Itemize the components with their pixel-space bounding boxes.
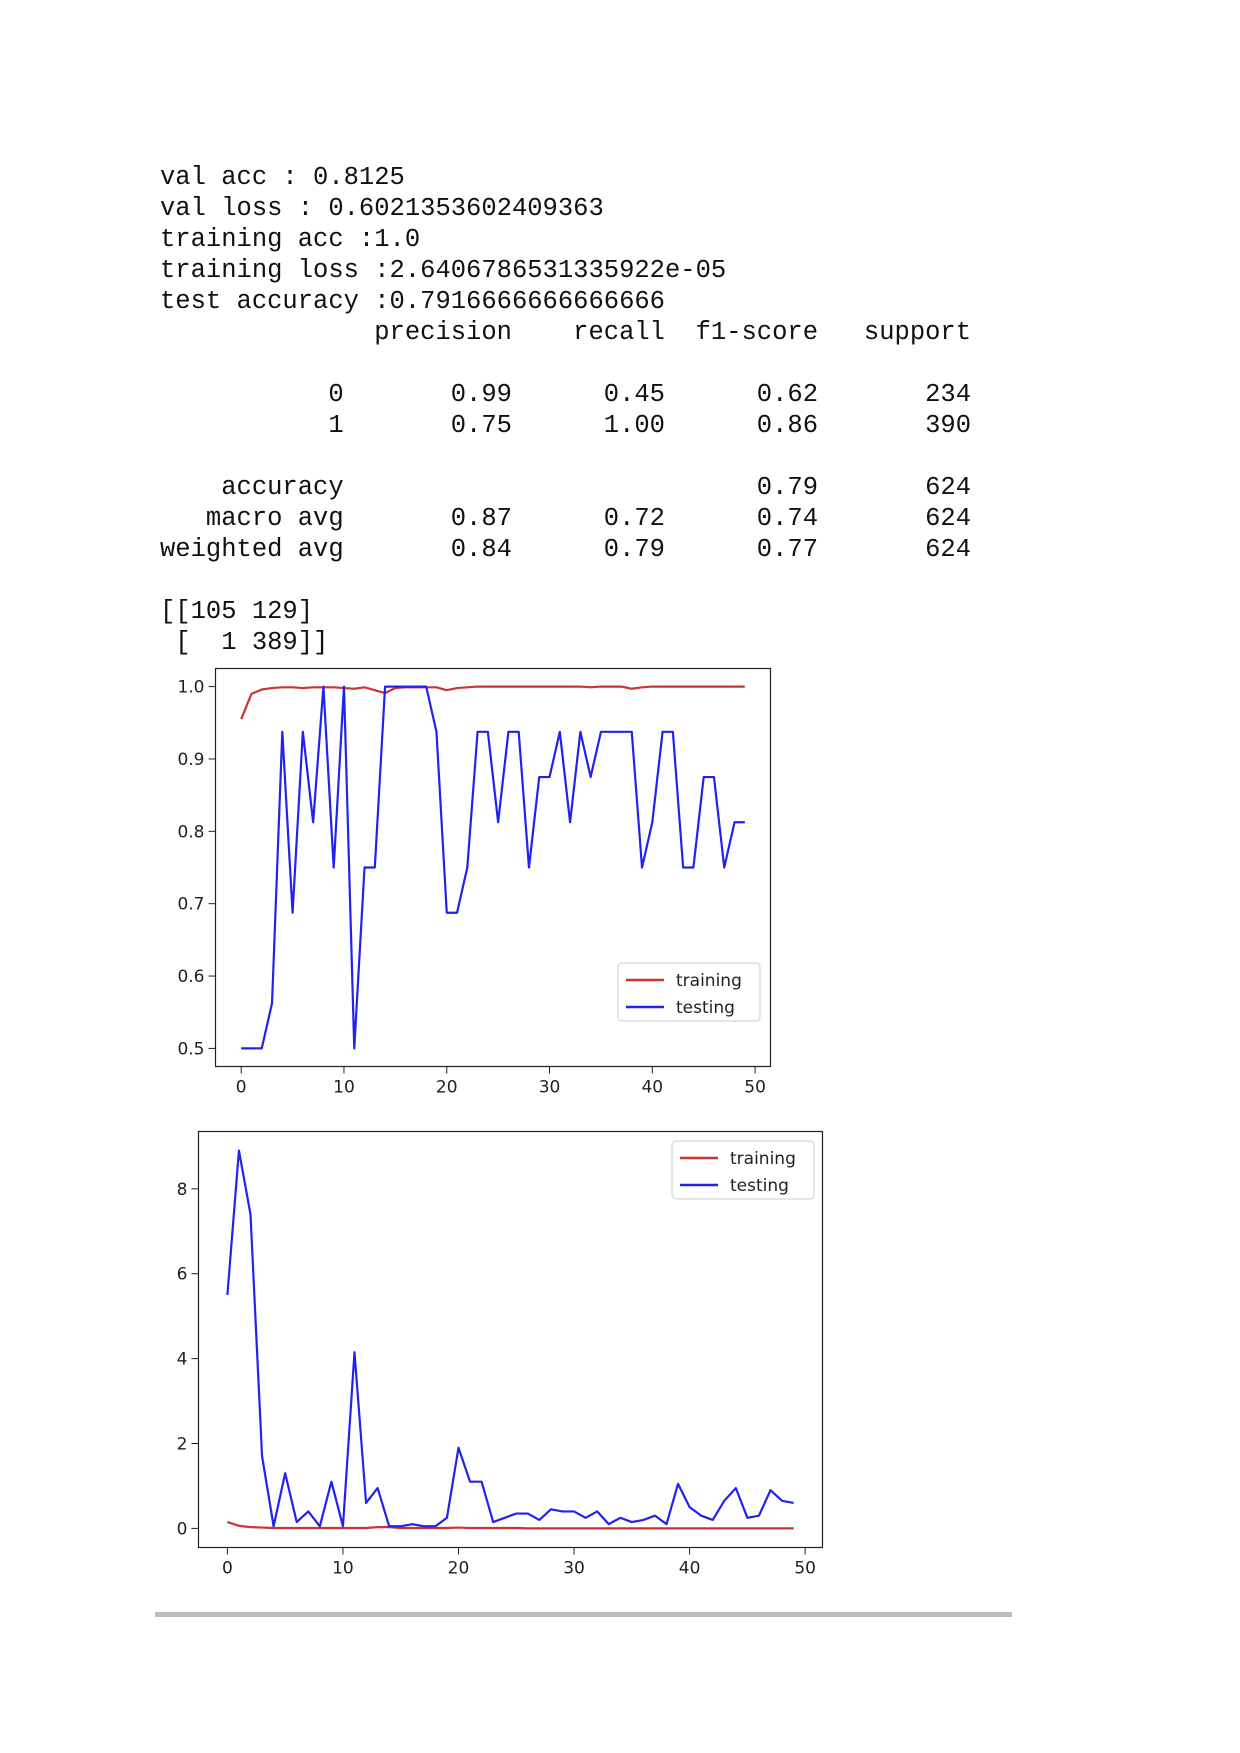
x-tick-label: 50 — [794, 1559, 816, 1579]
loss-chart: 0 10 20 30 40 50 0 2 4 6 8 training testing — [177, 1130, 824, 1579]
legend-label-testing: testing — [730, 1176, 789, 1196]
y-tick-label: 0.8 — [177, 822, 204, 842]
output-line: 1 0.75 1.00 0.86 390 — [160, 411, 972, 440]
y-tick-label: 0.6 — [177, 967, 204, 987]
y-tick-label: 6 — [177, 1265, 188, 1285]
output-line: weighted avg 0.84 0.79 0.77 624 — [160, 535, 972, 564]
accuracy-plot-frame — [214, 667, 772, 1068]
legend-label-testing: testing — [676, 998, 735, 1018]
x-tick-label: 40 — [641, 1078, 663, 1098]
x-tick-label: 10 — [332, 1559, 354, 1579]
output-line: training acc :1.0 — [160, 225, 421, 254]
output-line: val loss : 0.6021353602409363 — [160, 194, 604, 223]
y-tick-label: 0.5 — [177, 1039, 204, 1059]
loss-legend: training testing — [671, 1140, 815, 1200]
output-line: [ 1 389]] — [160, 628, 329, 657]
notebook-stdout: val acc : 0.8125 val loss : 0.6021353602… — [160, 162, 971, 658]
x-tick-label: 30 — [563, 1559, 585, 1579]
output-line: [[105 129] — [160, 597, 314, 626]
series-line-testing — [241, 685, 745, 1050]
output-line: training loss :2.6406786531335922e-05 — [160, 256, 727, 285]
x-tick-label: 50 — [744, 1078, 766, 1098]
y-tick-label: 0 — [177, 1519, 188, 1539]
y-tick-label: 0.9 — [177, 750, 204, 770]
output-line: accuracy 0.79 624 — [160, 473, 972, 502]
y-tick-label: 8 — [177, 1180, 188, 1200]
x-tick-label: 10 — [333, 1078, 355, 1098]
series-line-training — [240, 685, 745, 720]
accuracy-legend: training testing — [617, 962, 761, 1022]
y-tick-label: 1.0 — [177, 678, 204, 698]
x-tick-label: 40 — [679, 1559, 701, 1579]
x-tick-label: 20 — [448, 1559, 470, 1579]
cell-divider — [155, 1612, 1012, 1617]
x-tick-label: 30 — [539, 1078, 561, 1098]
legend-label-training: training — [730, 1149, 796, 1169]
x-tick-label: 0 — [222, 1559, 233, 1579]
output-line: macro avg 0.87 0.72 0.74 624 — [160, 504, 972, 533]
y-tick-label: 2 — [177, 1435, 188, 1455]
output-line: val acc : 0.8125 — [160, 163, 405, 192]
output-line: 0 0.99 0.45 0.62 234 — [160, 380, 972, 409]
legend-label-training: training — [676, 971, 742, 991]
accuracy-chart: 0 10 20 30 40 50 0.5 0.6 0.7 0.8 0.9 1.0 training te… — [177, 667, 772, 1098]
x-tick-label: 20 — [436, 1078, 458, 1098]
y-tick-label: 0.7 — [177, 895, 204, 915]
output-line: precision recall f1-score support — [160, 318, 972, 347]
output-line: test accuracy :0.7916666666666666 — [160, 287, 665, 316]
x-tick-label: 0 — [236, 1078, 247, 1098]
series-line-training — [227, 1520, 794, 1530]
y-tick-label: 4 — [177, 1350, 188, 1370]
loss-plot-frame — [197, 1130, 824, 1549]
series-line-testing — [226, 1149, 794, 1528]
